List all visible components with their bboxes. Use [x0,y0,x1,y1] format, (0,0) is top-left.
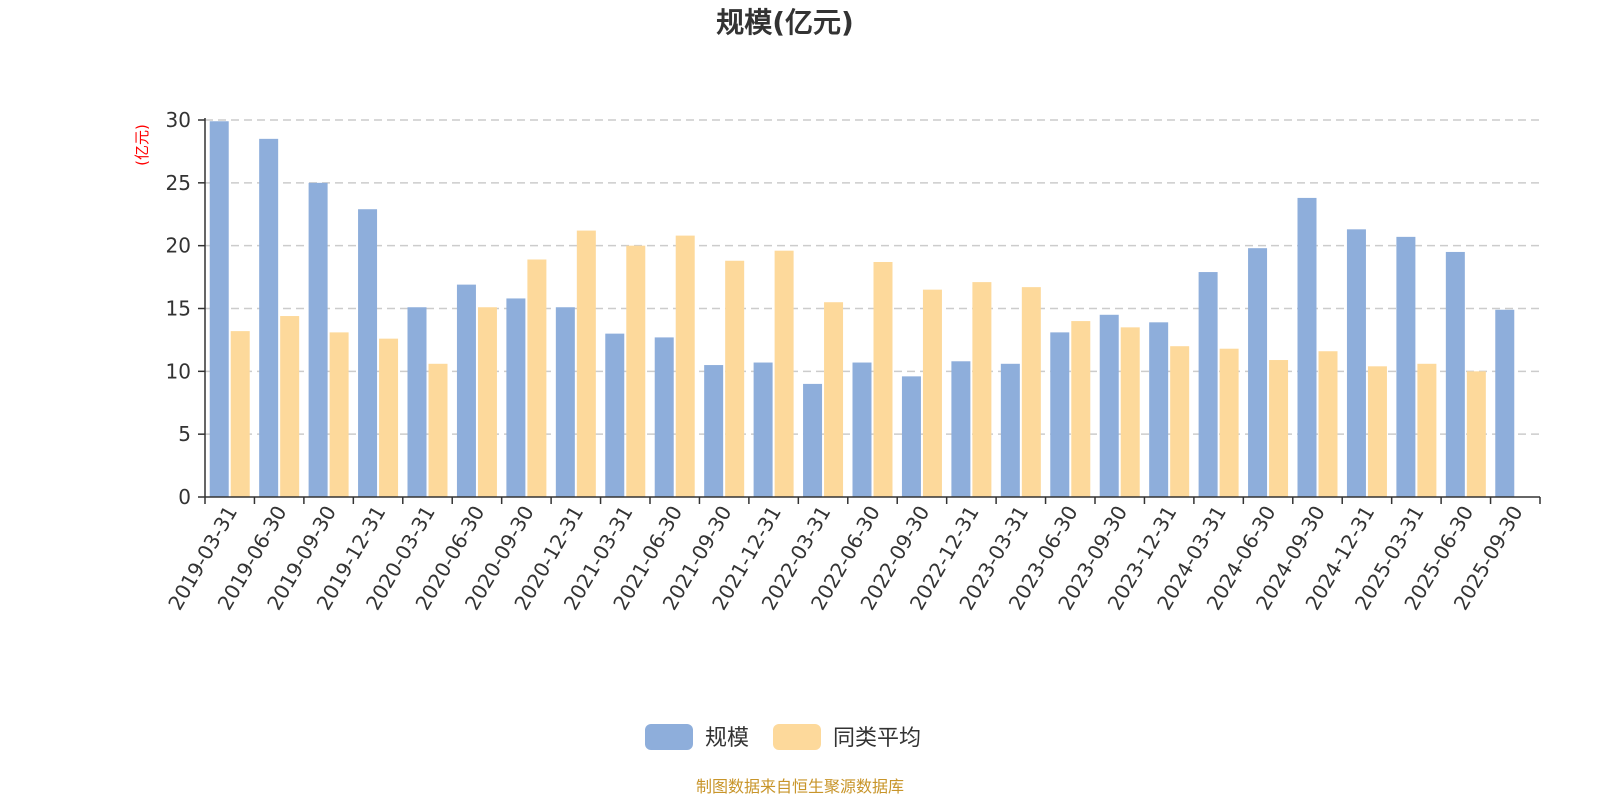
bar-peer-average [527,259,547,497]
bar-scale [555,307,575,497]
bar-scale [803,383,823,497]
bar-scale [852,362,872,497]
bar-peer-average [1466,371,1486,497]
y-tick-label: 0 [178,485,191,509]
y-tick-label: 30 [166,108,191,132]
bar-peer-average [725,260,745,497]
bar-peer-average [774,250,794,497]
y-tick-label: 10 [166,359,191,383]
bar-peer-average [873,262,893,497]
bar-scale [209,121,229,498]
legend-swatch [773,724,821,750]
bar-scale [456,284,476,497]
y-tick-label: 20 [166,234,191,258]
legend-swatch [645,724,693,750]
bar-peer-average [1318,351,1338,497]
bar-scale [1198,272,1218,497]
bar-peer-average [1219,348,1239,497]
bar-peer-average [972,282,992,497]
bar-scale [308,182,328,498]
source-note: 制图数据来自恒生聚源数据库 [696,777,904,796]
y-axis-unit-label: (亿元) [133,124,151,166]
bar-peer-average [1269,360,1289,497]
bar-scale [1000,363,1020,497]
bar-peer-average [1367,366,1387,497]
bar-peer-average [1417,363,1437,497]
bar-peer-average [1170,346,1190,497]
bar-scale [1099,314,1119,497]
bar-scale [704,365,724,497]
y-tick-label: 25 [166,171,191,195]
chart-title: 规模(亿元) [716,6,854,39]
bar-peer-average [428,363,448,497]
bar-scale [407,307,427,497]
bar-peer-average [1120,327,1140,497]
bar-peer-average [576,230,596,497]
bars [209,121,1515,498]
bar-peer-average [477,307,497,497]
bar-peer-average [230,331,250,497]
legend-label: 同类平均 [833,726,921,751]
bar-peer-average [824,302,844,497]
bar-scale [506,298,526,497]
grid-lines [205,119,1540,435]
y-tick-label: 5 [178,422,191,446]
bar-scale [1050,332,1070,497]
bar-scale [358,209,378,497]
bar-scale [605,333,625,497]
bar-scale [1396,236,1416,497]
bar-scale [1248,248,1268,497]
bar-scale [1445,251,1465,497]
legend: 规模 同类平均 [645,724,921,751]
bar-scale [753,362,773,497]
bar-scale [1495,309,1515,497]
y-tick-label: 15 [166,297,191,321]
bar-peer-average [1021,287,1041,497]
bar-peer-average [922,289,942,497]
bar-peer-average [379,338,399,497]
bar-peer-average [626,245,646,497]
bar-scale [1297,197,1317,497]
bar-scale [951,361,971,497]
bar-scale [901,376,921,497]
bar-scale [1149,322,1169,497]
bar-peer-average [1071,321,1091,497]
bar-scale [654,337,674,497]
bar-peer-average [329,332,349,497]
bar-peer-average [675,235,695,497]
bar-scale [1346,229,1366,497]
bar-scale [259,138,279,497]
bar-peer-average [280,316,300,497]
legend-label: 规模 [705,726,749,751]
